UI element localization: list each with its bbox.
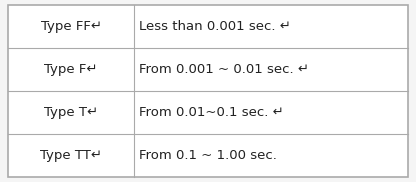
Text: From 0.1 ~ 1.00 sec.: From 0.1 ~ 1.00 sec.: [139, 149, 277, 162]
Text: From 0.001 ~ 0.01 sec. ↵: From 0.001 ~ 0.01 sec. ↵: [139, 63, 309, 76]
Text: Type T↵: Type T↵: [44, 106, 98, 119]
Text: Type FF↵: Type FF↵: [41, 20, 102, 33]
Text: Less than 0.001 sec. ↵: Less than 0.001 sec. ↵: [139, 20, 291, 33]
Text: Type F↵: Type F↵: [45, 63, 98, 76]
Text: Type TT↵: Type TT↵: [40, 149, 102, 162]
Text: From 0.01~0.1 sec. ↵: From 0.01~0.1 sec. ↵: [139, 106, 284, 119]
